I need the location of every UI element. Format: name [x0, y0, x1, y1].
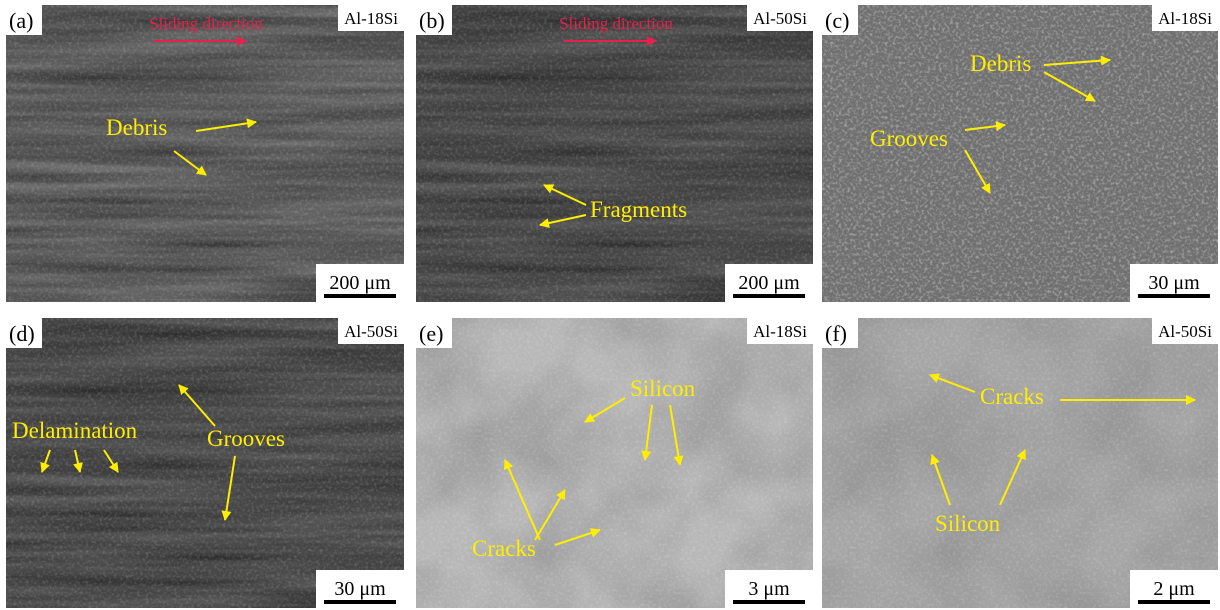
alloy-label: Al-18Si: [1158, 9, 1212, 28]
annotation-arrow: [534, 489, 566, 541]
alloy-box: [747, 318, 813, 344]
panel-label: (b): [419, 8, 445, 33]
annotation: Delamination: [12, 418, 138, 443]
sliding-direction: Sliding direction: [559, 14, 673, 33]
annotation-arrow: [173, 150, 207, 176]
panel-label: (e): [419, 321, 443, 346]
panel: (a) Al-18Si 200 μm Sliding direction Debris: [6, 5, 404, 302]
annotation-arrow: [178, 384, 216, 427]
annotation-arrow: [964, 121, 1006, 132]
panel-label: (a): [9, 8, 33, 33]
alloy-box: [338, 318, 404, 344]
alloy-label: Al-50Si: [753, 9, 807, 28]
grain: [416, 318, 813, 608]
annotation-arrow: [669, 404, 684, 466]
scale-bar: [324, 600, 396, 604]
annotation-arrow: [195, 118, 257, 132]
annotation-arrow: [221, 455, 236, 521]
label-box: [822, 318, 858, 348]
alloy-label: Al-50Si: [344, 322, 398, 341]
annotation-arrow: [1043, 55, 1111, 66]
annotation: Grooves: [207, 426, 285, 451]
annotation-arrow: [964, 149, 991, 194]
annotation: Debris: [106, 115, 167, 140]
scale-label: 3 μm: [748, 578, 790, 600]
alloy-label: Al-50Si: [1158, 322, 1212, 341]
alloy-box: [747, 5, 813, 31]
alloy-box: [338, 5, 404, 31]
alloy-label: Al-18Si: [753, 322, 807, 341]
scale-label: 30 μm: [334, 578, 386, 600]
panel-label: (f): [825, 321, 847, 346]
scale-bar: [733, 294, 805, 298]
annotation-arrow: [103, 449, 119, 473]
panel: (d) Al-50Si 30 μm Delamination Grooves: [6, 318, 404, 608]
scale-label: 2 μm: [1153, 578, 1195, 600]
annotation-arrow: [584, 397, 626, 423]
label-box: [416, 5, 452, 35]
scale-bar: [324, 294, 396, 298]
annotation-arrow: [929, 373, 976, 393]
alloy-box: [1152, 5, 1218, 31]
annotation-arrow: [999, 449, 1026, 506]
annotation-arrow: [641, 404, 653, 461]
alloy-label: Al-18Si: [344, 9, 398, 28]
panel-label: (d): [9, 321, 35, 346]
annotation-arrow: [1043, 71, 1096, 102]
annotation: Silicon: [935, 511, 1001, 536]
annotation: Cracks: [980, 384, 1044, 409]
grain: [416, 5, 813, 302]
scale-bar: [1138, 600, 1210, 604]
annotation-arrow: [504, 459, 541, 541]
label-box: [416, 318, 452, 348]
panel: (b) Al-50Si 200 μm Sliding direction Fragmen…: [416, 5, 813, 302]
scale-bar: [733, 600, 805, 604]
scale-bar: [1138, 294, 1210, 298]
annotation: Cracks: [472, 536, 536, 561]
annotation: Debris: [970, 51, 1031, 76]
panel-label: (c): [825, 8, 849, 33]
annotation: Grooves: [870, 126, 948, 151]
grain: [6, 318, 404, 608]
label-box: [6, 5, 42, 35]
annotation-arrow: [40, 449, 51, 473]
alloy-box: [1152, 318, 1218, 344]
grain: [6, 5, 404, 302]
scale-label: 200 μm: [738, 272, 800, 294]
annotation-arrow: [543, 184, 587, 206]
annotation-arrow: [930, 454, 951, 506]
panel: (e) Al-18Si 3 μm Silicon Cracks: [416, 318, 813, 608]
label-box: [6, 318, 42, 348]
texture: [822, 5, 1218, 302]
panel: (c) Al-18Si 30 μm Debris Grooves: [822, 5, 1218, 302]
annotation-arrow: [73, 449, 83, 473]
label-box: [822, 5, 858, 35]
scale-label: 200 μm: [329, 272, 391, 294]
annotation-arrow: [554, 528, 601, 546]
annotation: Silicon: [630, 376, 696, 401]
annotation: Fragments: [590, 197, 687, 222]
sliding-direction: Sliding direction: [149, 14, 263, 33]
scale-label: 30 μm: [1148, 272, 1200, 294]
panel: (f) Al-50Si 2 μm Cracks Silicon: [822, 318, 1218, 608]
annotation-arrow: [539, 214, 587, 228]
